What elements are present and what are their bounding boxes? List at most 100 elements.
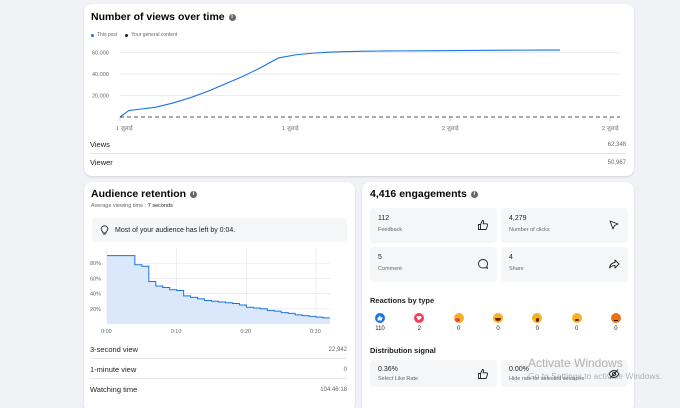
reaction-haha: 0 — [488, 313, 508, 332]
y-tick-label: 60% — [90, 276, 101, 282]
metric-value: 5 — [378, 254, 382, 261]
views-line-chart: 20,000 40,000 60,000 1 ज़ुलाई 1 ज़ुलाई 2 ज़ुल… — [92, 49, 620, 132]
metric-label: Feedback — [378, 227, 403, 233]
angry-reaction-icon — [610, 313, 621, 323]
x-tick-label: 0:10 — [171, 329, 182, 335]
metric-value: 0.36% — [378, 366, 398, 373]
x-tick-label: 0:20 — [240, 329, 251, 335]
reactions-row: 110 2 0 0 0 — [370, 313, 626, 332]
views-title: Number of views over time — [91, 11, 225, 23]
lightbulb-icon — [100, 225, 109, 235]
reaction-count: 0 — [574, 326, 579, 332]
metric-label: Share — [509, 266, 524, 272]
stat-label: 1-minute view — [90, 365, 137, 374]
y-tick-label: 60,000 — [92, 51, 109, 57]
y-tick-label: 40,000 — [92, 72, 109, 78]
metric-label: Hide rate for selected sessions — [509, 376, 585, 382]
metric-label: Comment — [378, 266, 402, 272]
x-tick-label: 1 ज़ुलाई — [116, 125, 134, 132]
legend-dot-icon — [91, 33, 94, 37]
legend-label: Your general content — [131, 32, 178, 38]
thumbs-up-icon — [478, 369, 488, 379]
stat-row-3s-view: 3-second view 22,942 — [90, 345, 347, 354]
series-line-this-post — [119, 49, 560, 118]
care-reaction-icon — [453, 313, 464, 323]
stat-label: Views — [90, 140, 110, 149]
metric-comments[interactable]: 5 Comment — [370, 247, 497, 282]
reaction-count: 110 — [375, 326, 385, 332]
reaction-count: 0 — [614, 326, 618, 332]
avg-time-value: 7 seconds — [147, 203, 173, 209]
y-tick-label: 80% — [90, 261, 101, 267]
reaction-count: 0 — [496, 326, 500, 332]
stat-row-viewer: Viewer 50,967 — [90, 158, 626, 167]
stat-row-views: Views 62,348 — [90, 140, 626, 149]
x-tick-label: 0:00 — [101, 329, 112, 335]
distribution-title: Distribution signal — [370, 346, 436, 355]
x-tick-label: 2 ज़ुलाई — [602, 125, 620, 132]
divider — [90, 378, 347, 379]
wow-reaction-icon — [532, 313, 543, 323]
retention-title: Audience retention — [91, 188, 187, 200]
engagements-card: 4,416 engagements i 112 Feedback 4,279 Nu… — [362, 182, 634, 408]
reaction-count: 0 — [456, 326, 461, 332]
x-tick-label: 1 ज़ुलाई — [282, 125, 300, 132]
y-tick-label: 20,000 — [92, 94, 109, 100]
retention-title-row: Audience retention i — [91, 188, 198, 200]
metric-feedback[interactable]: 112 Feedback — [370, 208, 497, 243]
y-tick-label: 40% — [90, 292, 101, 298]
reactions-title: Reactions by type — [370, 296, 435, 305]
share-icon — [609, 259, 620, 269]
metric-label: Select Like Rate — [378, 376, 419, 382]
stat-value: 104:46:18 — [320, 386, 347, 393]
stat-label: Viewer — [90, 158, 113, 167]
reaction-care: 0 — [449, 313, 469, 332]
retention-card: Audience retention i Average viewing time… — [84, 182, 355, 408]
metric-like-rate[interactable]: 0.36% Select Like Rate — [370, 360, 497, 387]
stat-value: 62,348 — [607, 141, 626, 148]
reaction-love: 2 — [409, 313, 429, 332]
metric-shares[interactable]: 4 Share — [501, 247, 628, 282]
thumbs-up-icon — [478, 220, 488, 230]
reaction-angry: 0 — [606, 313, 626, 332]
info-icon[interactable]: i — [470, 190, 478, 198]
legend-dot-icon — [125, 33, 129, 37]
reaction-count: 0 — [535, 326, 539, 332]
retention-line — [107, 255, 330, 319]
views-legend: This post Your general content — [91, 32, 177, 38]
reaction-like: 110 — [370, 313, 390, 332]
retention-area-chart: 20% 40% 60% 80% 0:00 0:10 0:20 0:30 — [90, 248, 330, 335]
legend-item-this-post: This post — [91, 32, 117, 38]
info-icon[interactable]: i — [190, 190, 198, 198]
like-reaction-icon — [375, 313, 385, 323]
engagements-title-row: 4,416 engagements i — [370, 188, 478, 200]
metric-value: 4 — [509, 254, 513, 261]
metric-value: 0.00% — [509, 366, 529, 373]
info-icon[interactable]: i — [228, 13, 236, 21]
reaction-wow: 0 — [527, 313, 547, 332]
stat-row-1m-view: 1-minute view 0 — [90, 365, 347, 374]
haha-reaction-icon — [492, 313, 503, 323]
retention-area — [107, 255, 330, 324]
reaction-count: 2 — [417, 326, 421, 332]
metric-hide-rate[interactable]: 0.00% Hide rate for selected sessions — [501, 360, 628, 387]
metric-clicks[interactable]: 4,279 Number of clicks — [501, 208, 628, 243]
divider — [90, 358, 347, 359]
average-viewing-time: Average viewing time : 7 seconds — [91, 203, 173, 209]
legend-label: This post — [97, 32, 118, 38]
x-tick-label: 2 ज़ुलाई — [442, 125, 460, 132]
y-tick-label: 20% — [90, 307, 101, 313]
metric-value: 112 — [378, 215, 390, 222]
stat-row-watch-time: Watching time 104:46:18 — [90, 385, 347, 394]
stat-value: 0 — [343, 366, 347, 373]
engagements-title: 4,416 engagements — [370, 188, 467, 200]
reaction-sad: 0 — [567, 313, 587, 332]
stat-value: 50,967 — [607, 159, 626, 166]
eye-off-icon — [608, 369, 620, 379]
comment-icon — [478, 259, 489, 270]
stat-value: 22,942 — [328, 346, 347, 353]
notice-text: Most of your audience has left by 0:04. — [115, 226, 236, 234]
stat-label: 3-second view — [90, 345, 138, 354]
views-title-row: Number of views over time i — [91, 11, 236, 23]
x-tick-label: 0:30 — [310, 329, 321, 335]
